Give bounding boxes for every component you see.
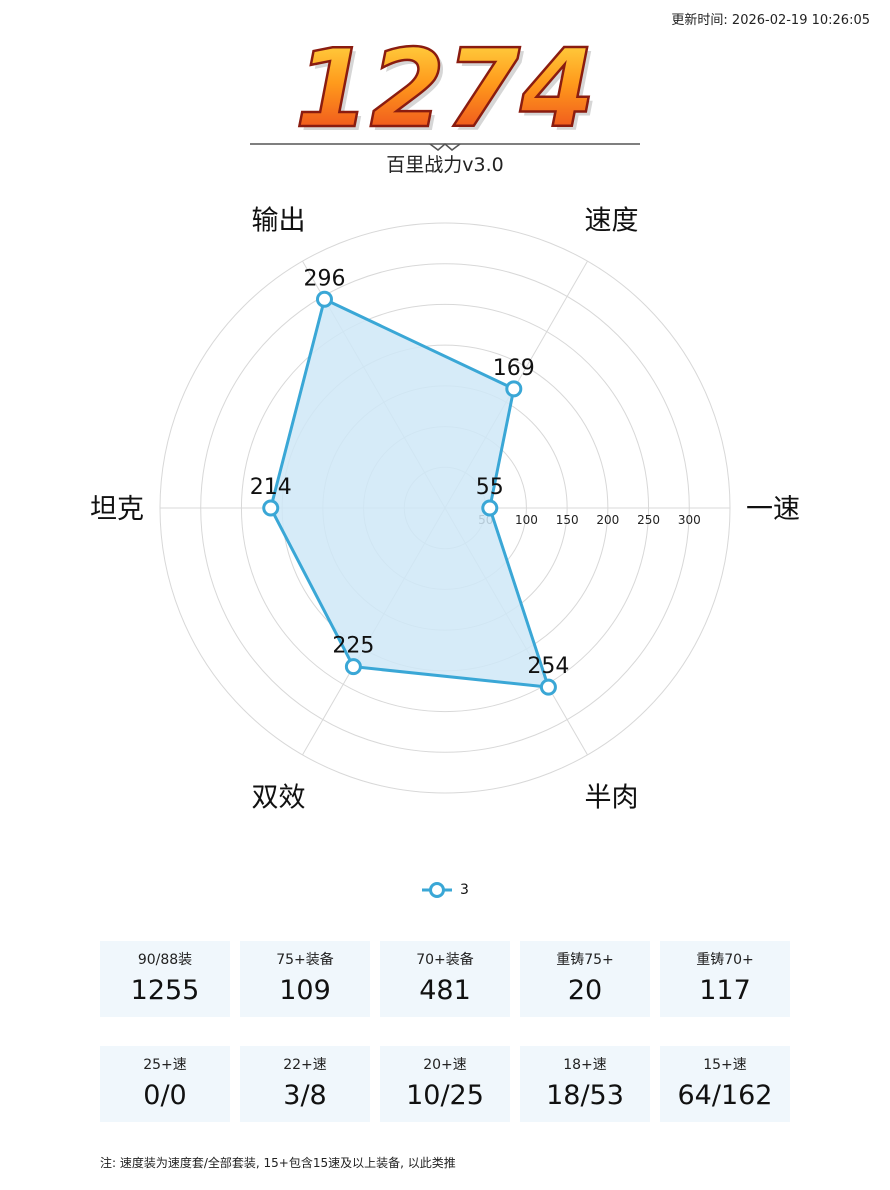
axis-label: 速度: [585, 206, 639, 237]
axis-label: 半肉: [585, 782, 639, 813]
tick-label: 150: [556, 513, 579, 527]
data-point: [344, 658, 362, 676]
stat-card: 90/88装 1255: [100, 941, 230, 1017]
score-display: 1274 1274: [0, 22, 890, 142]
stat-value: 3/8: [283, 1080, 327, 1111]
data-point: [539, 678, 557, 696]
data-label: 169: [493, 356, 535, 381]
data-label: 254: [527, 654, 569, 679]
equipment-stats-row: 90/88装 1255 75+装备 109 70+装备 481 重铸75+ 20 重铸7…: [100, 941, 790, 1017]
axis-label: 一速: [746, 494, 800, 525]
data-label: 55: [476, 475, 504, 500]
tick-label: 300: [678, 513, 701, 527]
data-point: [481, 499, 499, 517]
axis-label: 输出: [252, 206, 306, 237]
tick-label: 100: [515, 513, 538, 527]
footnote: 注: 速度装为速度套/全部套装, 15+包含15速及以上装备, 以此类推: [100, 1156, 456, 1170]
stat-label: 18+速: [563, 1057, 607, 1073]
stat-card: 重铸75+ 20: [520, 941, 650, 1017]
data-point: [315, 290, 333, 308]
data-label: 296: [303, 266, 345, 291]
stat-label: 20+速: [423, 1057, 467, 1073]
stat-value: 0/0: [143, 1080, 187, 1111]
radar-series: 55 169 296 214 225 254: [250, 266, 569, 696]
stat-label: 75+装备: [276, 952, 334, 968]
stat-card: 重铸70+ 117: [660, 941, 790, 1017]
stat-label: 22+速: [283, 1057, 327, 1073]
stat-label: 90/88装: [137, 952, 193, 968]
data-label: 225: [332, 634, 374, 659]
stat-card: 70+装备 481: [380, 941, 510, 1017]
data-point: [505, 380, 523, 398]
stat-value: 1255: [130, 975, 200, 1006]
radar-tick-labels: 50100150200250300: [478, 513, 701, 527]
stat-value: 10/25: [406, 1080, 484, 1111]
chart-legend[interactable]: 3: [0, 878, 890, 904]
tick-label: 200: [596, 513, 619, 527]
update-time: 更新时间: 2026-02-19 10:26:05: [671, 13, 870, 28]
stat-card: 18+速 18/53: [520, 1046, 650, 1122]
stat-value: 481: [419, 975, 471, 1006]
stat-card: 25+速 0/0: [100, 1046, 230, 1122]
tick-label: 250: [637, 513, 660, 527]
legend-label: 3: [460, 882, 469, 898]
stat-label: 25+速: [143, 1057, 187, 1073]
stat-value: 20: [567, 975, 603, 1006]
stat-value: 109: [279, 975, 331, 1006]
svg-text:1274: 1274: [299, 31, 600, 142]
axis-label: 双效: [252, 782, 306, 813]
stat-value: 18/53: [546, 1080, 624, 1111]
svg-text:1274: 1274: [295, 27, 596, 142]
stat-label: 重铸75+: [556, 952, 614, 968]
legend-marker-icon: [422, 882, 452, 898]
axis-label: 坦克: [90, 494, 144, 525]
data-label: 214: [250, 475, 292, 500]
data-point: [262, 499, 280, 517]
stat-card: 75+装备 109: [240, 941, 370, 1017]
speed-stats-row: 25+速 0/0 22+速 3/8 20+速 10/25 18+速 18/53 15+速…: [100, 1046, 790, 1122]
stat-label: 重铸70+: [696, 952, 754, 968]
stat-label: 15+速: [703, 1057, 747, 1073]
stat-card: 20+速 10/25: [380, 1046, 510, 1122]
chart-subtitle: 百里战力v3.0: [386, 154, 504, 176]
score-number: 1274 1274: [293, 26, 600, 142]
stat-card: 15+速 64/162: [660, 1046, 790, 1122]
stat-label: 70+装备: [416, 952, 474, 968]
stat-value: 64/162: [677, 1080, 773, 1111]
stat-value: 117: [699, 975, 751, 1006]
title-divider: [250, 143, 640, 151]
stat-card: 22+速 3/8: [240, 1046, 370, 1122]
